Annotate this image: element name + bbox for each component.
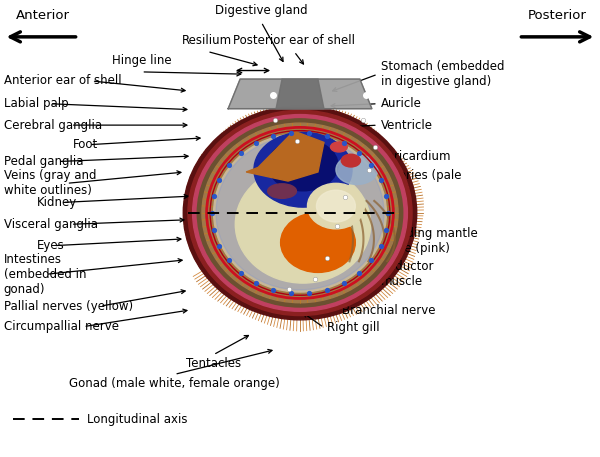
Ellipse shape — [216, 136, 384, 290]
Text: Kidney: Kidney — [37, 196, 77, 209]
Text: Eyes: Eyes — [37, 239, 64, 252]
Text: Intestines
(embedded in
gonad): Intestines (embedded in gonad) — [4, 253, 86, 296]
Ellipse shape — [341, 154, 361, 167]
Ellipse shape — [235, 165, 371, 283]
Text: Longitudinal axis: Longitudinal axis — [88, 413, 188, 425]
Ellipse shape — [331, 142, 347, 152]
Text: Cerebral ganglia: Cerebral ganglia — [4, 119, 102, 132]
Polygon shape — [276, 79, 324, 109]
Ellipse shape — [268, 184, 296, 198]
Ellipse shape — [316, 190, 355, 222]
Text: Gonad (male white, female orange): Gonad (male white, female orange) — [69, 377, 280, 390]
Ellipse shape — [254, 132, 352, 207]
Ellipse shape — [268, 139, 338, 191]
Text: Veins (gray and
white outlines): Veins (gray and white outlines) — [4, 170, 96, 197]
Ellipse shape — [214, 134, 386, 292]
Text: Posterior ear of shell: Posterior ear of shell — [233, 34, 355, 47]
Ellipse shape — [307, 183, 364, 229]
Text: Tentacles: Tentacles — [185, 357, 241, 370]
Polygon shape — [246, 131, 324, 181]
Ellipse shape — [197, 119, 403, 307]
Text: Visceral ganglia: Visceral ganglia — [4, 218, 98, 231]
Text: Foot: Foot — [73, 138, 98, 151]
Text: Right gill: Right gill — [327, 321, 380, 334]
Text: Pallial nerves (yellow): Pallial nerves (yellow) — [4, 300, 133, 313]
Ellipse shape — [183, 106, 417, 320]
Text: Adductor
muscle: Adductor muscle — [381, 260, 434, 288]
Ellipse shape — [188, 110, 412, 315]
Polygon shape — [228, 79, 372, 109]
Text: Arteries (pale
blue): Arteries (pale blue) — [381, 170, 461, 197]
Text: Hinge line: Hinge line — [112, 54, 171, 67]
Text: Digestive gland: Digestive gland — [215, 4, 307, 17]
Text: Labial palp: Labial palp — [4, 97, 68, 110]
Text: Ventricle: Ventricle — [381, 119, 433, 132]
Text: Resilium: Resilium — [182, 34, 232, 47]
Text: Anterior: Anterior — [16, 9, 70, 22]
Text: Pedal ganglia: Pedal ganglia — [4, 155, 83, 168]
Text: Stomach (embedded
in digestive gland): Stomach (embedded in digestive gland) — [381, 60, 505, 88]
Text: Branchial nerve: Branchial nerve — [342, 304, 436, 317]
Text: Anterior ear of shell: Anterior ear of shell — [4, 74, 121, 87]
Ellipse shape — [193, 115, 407, 311]
Text: Posterior: Posterior — [528, 9, 587, 22]
Text: Circumpallial nerve: Circumpallial nerve — [4, 320, 119, 333]
Text: Infolding mantle
ridge (pink): Infolding mantle ridge (pink) — [381, 227, 478, 255]
Ellipse shape — [281, 213, 355, 272]
Ellipse shape — [336, 155, 378, 185]
Text: Pericardium: Pericardium — [381, 149, 451, 163]
Text: Auricle: Auricle — [381, 97, 422, 110]
Ellipse shape — [202, 123, 398, 303]
Text: Anus: Anus — [381, 202, 410, 215]
